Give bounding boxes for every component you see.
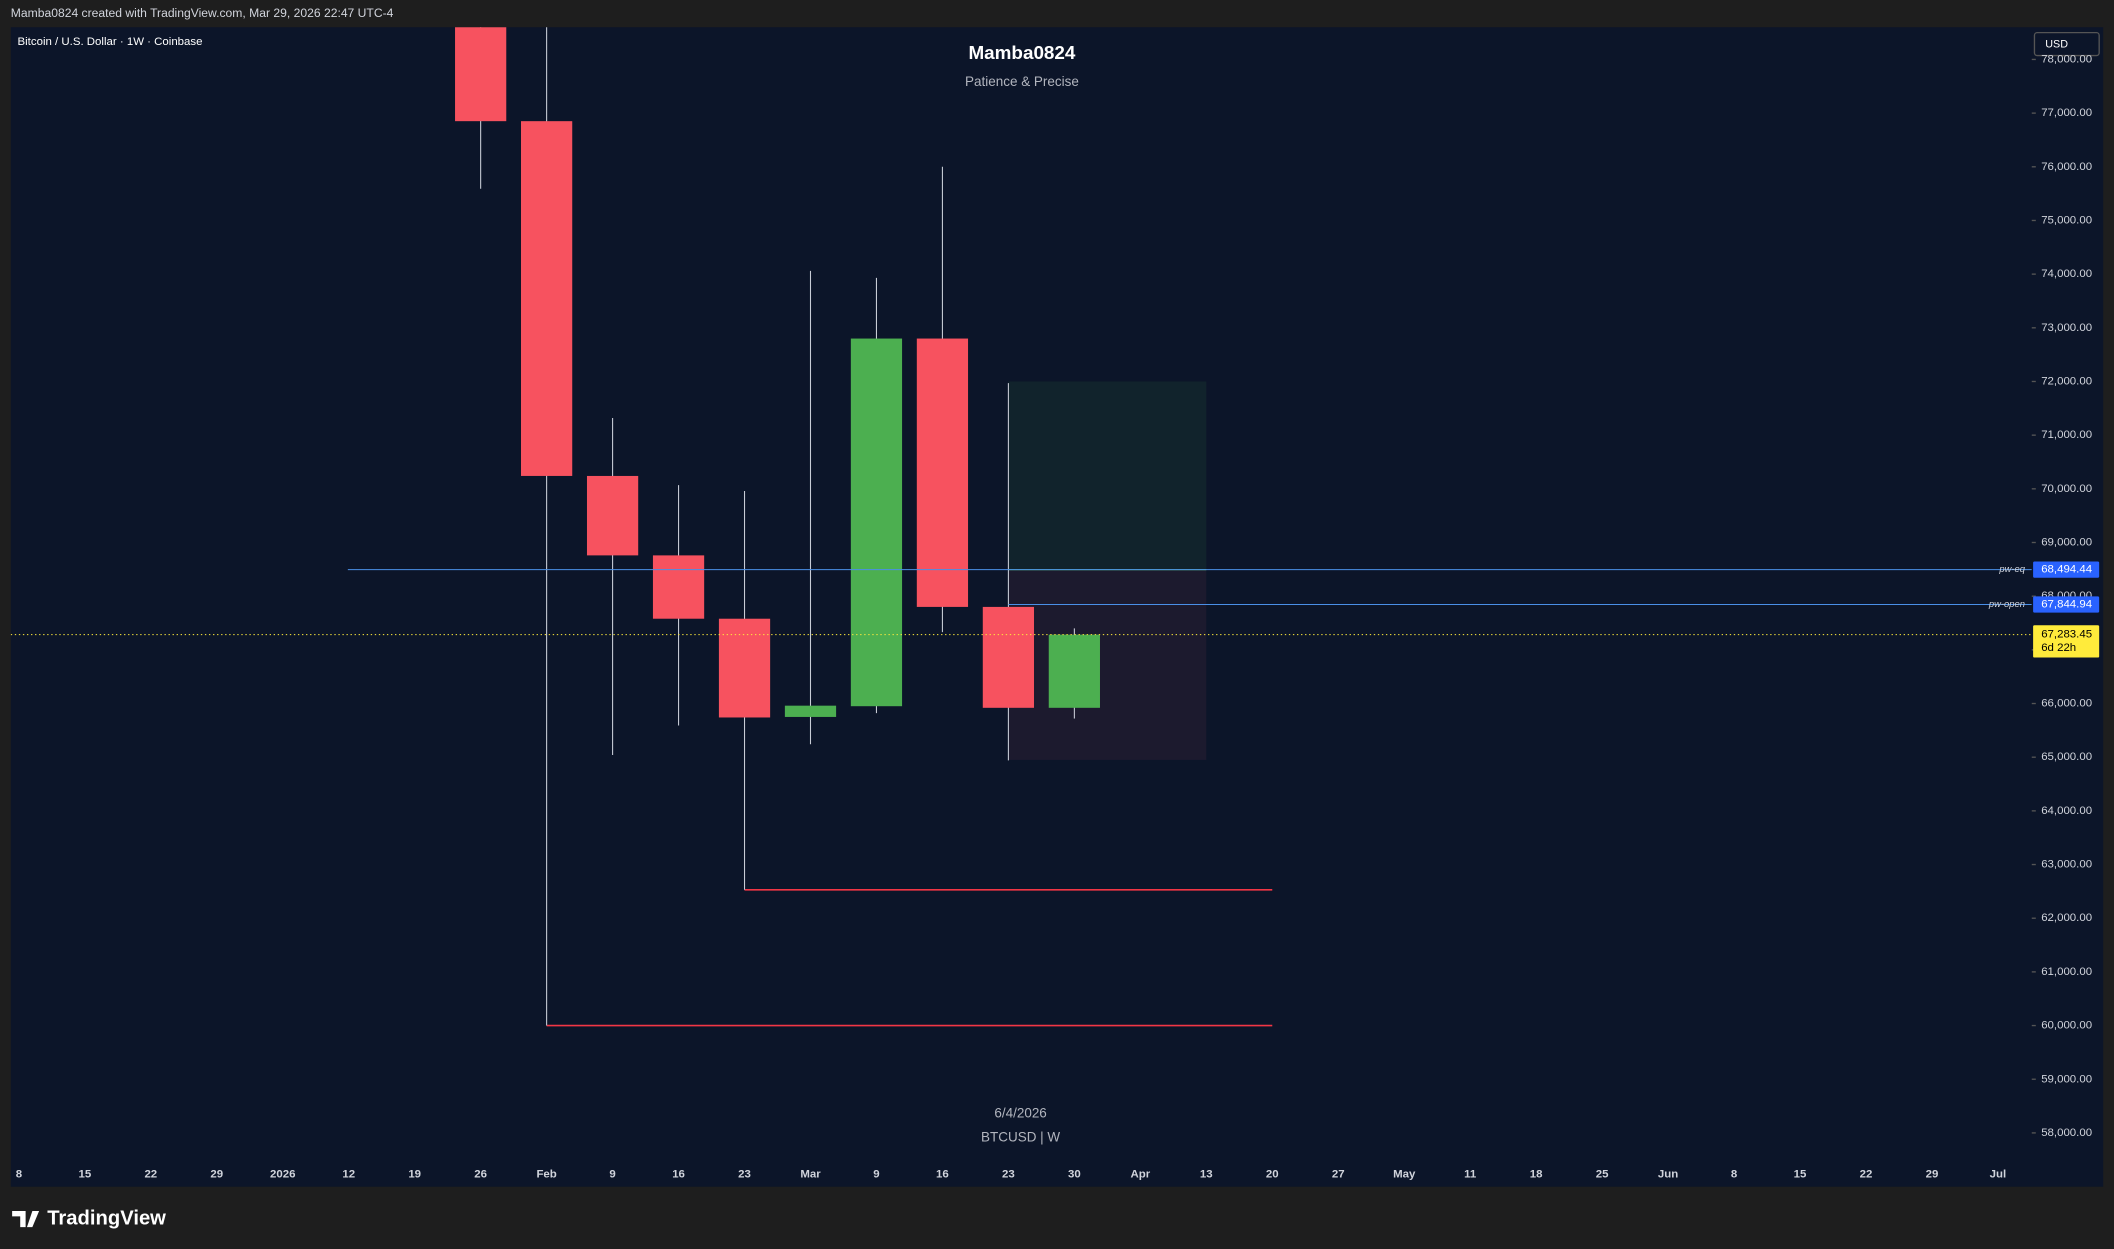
x-tick-label: 12 [342, 1169, 355, 1181]
y-tick-label: 60,000.00 [2041, 1020, 2092, 1032]
x-tick-label: 13 [1200, 1169, 1213, 1181]
candle-body [652, 555, 705, 619]
plot-layer [10, 27, 2032, 1027]
y-tick-label: 77,000.00 [2041, 107, 2092, 119]
level-tag [2033, 596, 2100, 613]
y-tick-label: 59,000.00 [2041, 1073, 2092, 1085]
level-name: pw-open [1988, 598, 2025, 609]
y-tick-label: 63,000.00 [2041, 859, 2092, 871]
candle-body [455, 27, 507, 122]
level-value: 67,844.94 [2041, 599, 2093, 611]
x-tick-label: Jul [1990, 1169, 2007, 1181]
candle-body [586, 475, 639, 556]
x-tick-label: 8 [1731, 1169, 1738, 1181]
y-tick-label: 74,000.00 [2041, 268, 2092, 280]
x-tick-label: 8 [16, 1169, 23, 1181]
symbol: Bitcoin / U.S. Dollar · 1W · Coinbase [18, 36, 203, 48]
x-tick-label: 29 [1926, 1169, 1939, 1181]
x-tick-label: 25 [1596, 1169, 1609, 1181]
candle-body [1048, 634, 1100, 708]
x-tick-label: 15 [78, 1169, 91, 1181]
y-tick-label: 72,000.00 [2041, 376, 2092, 388]
x-tick-label: 16 [936, 1169, 949, 1181]
watermark-date: 6/4/2026 [994, 1105, 1046, 1120]
title: Mamba0824 [968, 42, 1075, 63]
candle-body [982, 606, 1035, 708]
y-tick-label: 65,000.00 [2041, 751, 2092, 763]
x-tick-label: 11 [1464, 1169, 1477, 1181]
level-name: pw-eq [1998, 563, 2025, 574]
x-tick-label: Jun [1658, 1169, 1678, 1181]
y-tick-label: 58,000.00 [2041, 1127, 2092, 1139]
x-tick-label: 23 [738, 1169, 751, 1181]
subtitle: Patience & Precise [965, 74, 1079, 89]
brand: TradingView [47, 1207, 166, 1229]
x-tick-label: 29 [210, 1169, 223, 1181]
countdown: 6d 22h [2041, 642, 2076, 654]
x-tick-label: 22 [1860, 1169, 1873, 1181]
x-tick-label: 2026 [270, 1169, 295, 1181]
y-tick-label: 75,000.00 [2041, 214, 2092, 226]
x-tick-label: Feb [536, 1169, 556, 1181]
currency-box[interactable] [2033, 31, 2100, 57]
x-tick-label: 16 [672, 1169, 685, 1181]
x-tick-label: 23 [1002, 1169, 1015, 1181]
x-tick-label: 26 [474, 1169, 487, 1181]
candle-body [784, 705, 837, 717]
level-value: 68,494.44 [2041, 564, 2093, 576]
candle-body [850, 338, 903, 707]
y-tick-label: 70,000.00 [2041, 483, 2092, 495]
x-tick-label: 9 [609, 1169, 615, 1181]
x-tick-label: 19 [408, 1169, 421, 1181]
x-tick-label: Mar [800, 1169, 821, 1181]
y-tick-label: 61,000.00 [2041, 966, 2092, 978]
x-tick-label: Apr [1130, 1169, 1150, 1181]
x-tick-label: 20 [1266, 1169, 1279, 1181]
candle-body [521, 121, 573, 476]
logo: TradingView [12, 1207, 166, 1229]
x-tick-label: 9 [873, 1169, 879, 1181]
last-price-value: 67,283.45 [2041, 629, 2092, 641]
x-tick-label: 27 [1332, 1169, 1345, 1181]
candle-body [916, 338, 969, 607]
last-price-tag [2033, 625, 2100, 658]
x-tick-label: 15 [1794, 1169, 1807, 1181]
x-tick-label: 18 [1530, 1169, 1543, 1181]
x-tick-label: 22 [144, 1169, 157, 1181]
y-tick-label: 64,000.00 [2041, 805, 2092, 817]
y-tick-label: 66,000.00 [2041, 698, 2092, 710]
y-tick-label: 78,000.00 [2041, 53, 2092, 65]
y-tick-label: 76,000.00 [2041, 161, 2092, 173]
y-tick-label: 62,000.00 [2041, 912, 2092, 924]
x-tick-label: 30 [1068, 1169, 1081, 1181]
y-tick-label: 73,000.00 [2041, 322, 2092, 334]
y-tick-label: 69,000.00 [2041, 537, 2092, 549]
currency[interactable]: USD [2045, 39, 2068, 51]
x-tick-label: May [1393, 1169, 1416, 1181]
level-tag [2033, 561, 2100, 578]
watermark-symbol: BTCUSD | W [981, 1130, 1060, 1145]
axis-layer: 58,000.00 59,000.00 60,000.00 61,000.00 62,0… [16, 53, 2100, 1181]
position-stop [1008, 569, 1207, 760]
y-tick-label: 71,000.00 [2041, 429, 2092, 441]
position-target [1008, 381, 1207, 570]
header: Mamba0824 created with TradingView.com, … [11, 6, 394, 20]
candle-body [718, 618, 771, 718]
